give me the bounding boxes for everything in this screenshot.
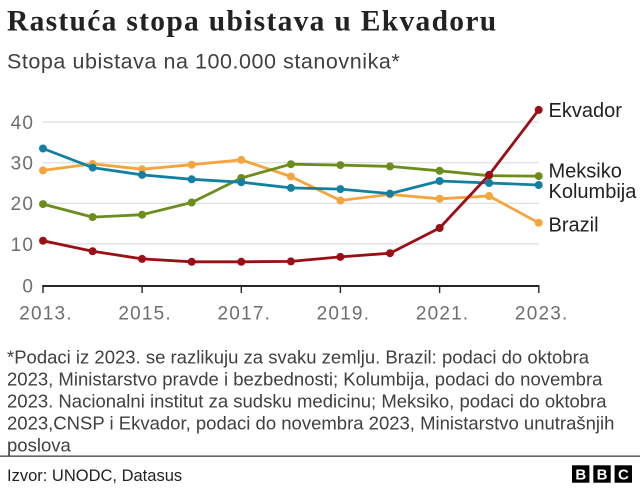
svg-text:30: 30 [11,154,35,175]
svg-text:40: 40 [11,113,35,134]
svg-text:2017.: 2017. [218,304,272,325]
svg-text:C: C [618,466,629,483]
svg-text:B: B [575,466,586,483]
svg-text:2023, Ministarstvo pravde i be: 2023, Ministarstvo pravde i bezbednosti;… [7,369,603,390]
svg-text:2015.: 2015. [118,304,172,325]
svg-text:2023.: 2023. [515,304,569,325]
svg-text:Izvor: UNODC, Datasus: Izvor: UNODC, Datasus [7,467,182,485]
svg-text:*Podaci iz 2023. se razlikuju: *Podaci iz 2023. se razlikuju za svaku z… [7,347,590,368]
svg-text:0: 0 [22,276,34,297]
svg-text:2023,CNSP i Ekvador, podaci do: 2023,CNSP i Ekvador, podaci do novembra … [7,413,614,434]
svg-text:Kolumbija: Kolumbija [549,181,638,203]
svg-text:B: B [597,466,608,483]
svg-text:poslova: poslova [7,435,71,456]
svg-text:10: 10 [11,235,35,256]
svg-text:20: 20 [11,194,35,215]
svg-text:2013.: 2013. [19,304,73,325]
svg-text:2021.: 2021. [416,304,470,325]
svg-text:Rastuća stopa ubistava u Ekvad: Rastuća stopa ubistava u Ekvadoru [7,6,497,38]
svg-text:Brazil: Brazil [549,215,599,237]
svg-text:2019.: 2019. [317,304,371,325]
svg-text:Stopa ubistava na 100.000 stan: Stopa ubistava na 100.000 stanovnika* [7,50,400,74]
svg-text:Ekvador: Ekvador [549,100,623,122]
svg-text:2023. Nacionalni institut za s: 2023. Nacionalni institut za sudsku medi… [7,391,607,412]
svg-text:Meksiko: Meksiko [549,161,622,183]
